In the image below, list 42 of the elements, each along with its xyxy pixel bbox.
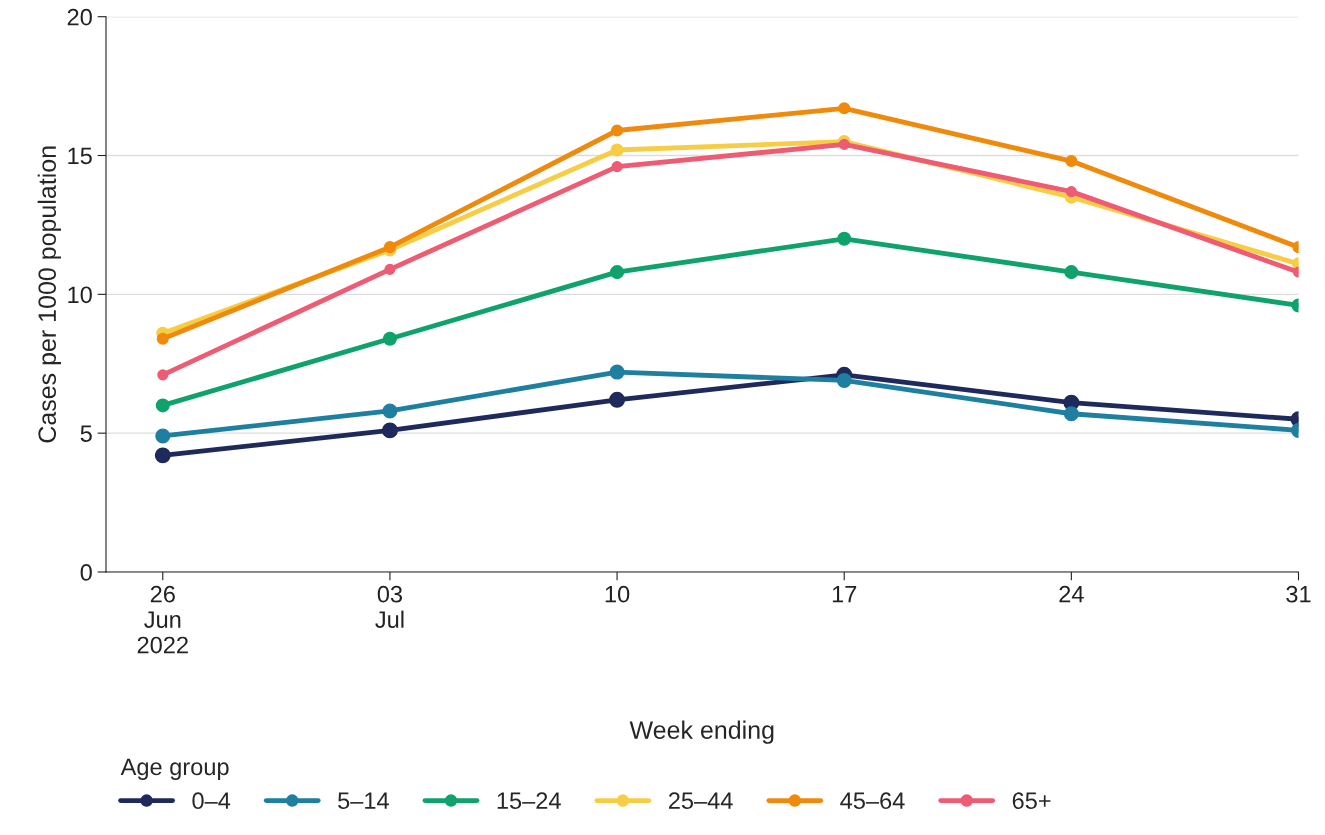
x-tick-label: 26 Jun 2022 [137, 585, 188, 654]
legend-label: 0–4 [192, 792, 231, 810]
point [1064, 265, 1079, 280]
point [1065, 155, 1078, 168]
x-tick-label: 31 [1286, 585, 1311, 603]
y-tick-label: 10 [68, 286, 92, 304]
legend-label: 65+ [1012, 792, 1051, 810]
point [155, 428, 171, 444]
point [154, 447, 171, 464]
point [610, 265, 625, 280]
y-tick-label: 5 [80, 425, 92, 442]
x-tick-label: 24 [1059, 585, 1084, 603]
point [609, 364, 625, 380]
point [382, 331, 397, 346]
legend-label: 15–24 [497, 792, 561, 810]
point [384, 263, 396, 275]
point [611, 161, 623, 173]
point [610, 143, 624, 157]
point [836, 372, 852, 388]
x-tick-label: 10 [605, 585, 630, 603]
point [611, 124, 624, 137]
y-tick-label: 20 [67, 8, 92, 26]
point [156, 332, 169, 345]
legend-label: 5–14 [338, 792, 389, 810]
point [157, 369, 169, 381]
x-tick-label: 03 Jul [375, 585, 404, 628]
point [155, 398, 170, 413]
x-tick-label: 17 [832, 586, 857, 603]
y-tick-label: 15 [68, 147, 92, 165]
y-axis-title: Cases per 1000 population [37, 146, 61, 443]
point [382, 403, 398, 419]
point [1065, 186, 1077, 198]
point [1063, 406, 1079, 422]
point [609, 391, 626, 408]
legend-title: Age group [120, 758, 229, 780]
point [837, 231, 852, 246]
legend-label: 25–44 [668, 792, 733, 810]
point [838, 102, 851, 115]
x-axis-title: Week ending [629, 720, 774, 744]
point [381, 422, 398, 439]
legend-label: 45–64 [840, 792, 905, 810]
y-tick-label: 0 [80, 564, 92, 581]
